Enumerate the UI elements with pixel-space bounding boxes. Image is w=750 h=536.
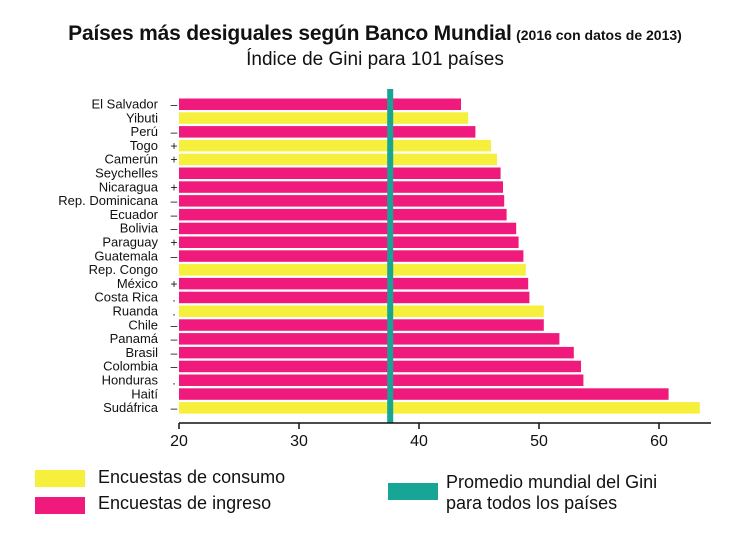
bar-marker: .: [172, 305, 175, 319]
bar-marker: –: [171, 332, 178, 346]
country-label: Brasil: [125, 345, 158, 360]
bar: [179, 388, 669, 400]
bar-marker: –: [171, 318, 178, 332]
country-label: Colombia: [103, 359, 159, 374]
chart-subtitle: Índice de Gini para 101 países: [246, 49, 504, 70]
chart-title-main: Países más desiguales según Banco Mundia…: [68, 22, 512, 45]
bar: [179, 139, 491, 152]
bar-marker: –: [171, 346, 178, 360]
bar-marker: –: [171, 249, 178, 263]
country-label: Honduras: [102, 373, 159, 388]
x-tick-label: 60: [650, 433, 668, 450]
country-label: Perú: [131, 124, 158, 139]
bar: [179, 360, 581, 373]
x-tick-label: 40: [410, 433, 428, 450]
country-label: Ecuador: [110, 207, 159, 222]
legend-label-promedio-1: Promedio mundial del Gini: [446, 472, 658, 492]
bar: [179, 346, 574, 359]
bar: [179, 374, 584, 386]
bar: [179, 167, 501, 179]
bar: [179, 264, 526, 276]
country-label: Haití: [131, 386, 158, 401]
country-label: Panamá: [110, 331, 159, 346]
country-label: Yibuti: [126, 110, 158, 125]
legend-label-consumo: Encuestas de consumo: [98, 467, 286, 487]
x-tick-label: 20: [170, 433, 188, 450]
bar: [179, 291, 530, 304]
bar: [179, 402, 700, 414]
bar: [179, 333, 560, 345]
bar: [179, 305, 544, 317]
country-label: Togo: [130, 138, 158, 153]
legend-label-promedio-2: para todos los países: [446, 493, 618, 513]
legend-label-ingreso: Encuestas de ingreso: [98, 493, 272, 513]
bar-marker: +: [170, 153, 177, 167]
country-label: Bolivia: [120, 221, 159, 236]
country-label: Ruanda: [112, 304, 158, 319]
bar-marker: –: [171, 208, 178, 222]
bar-marker: .: [172, 374, 175, 388]
bar-marker: +: [170, 277, 177, 291]
bar: [179, 208, 507, 221]
bar: [179, 319, 544, 331]
bar: [179, 98, 461, 110]
country-label: Seychelles: [95, 166, 158, 181]
chart-title-suffix: (2016 con datos de 2013): [516, 27, 682, 43]
country-label: Paraguay: [102, 235, 158, 250]
bar-marker: –: [171, 194, 178, 208]
country-label: Camerún: [105, 152, 158, 167]
chart-title: Países más desiguales según Banco Mundia…: [0, 22, 750, 46]
country-label: Nicaragua: [99, 179, 159, 194]
bar: [179, 195, 505, 207]
x-tick-label: 30: [290, 433, 308, 450]
bar: [179, 277, 529, 290]
bar: [179, 250, 524, 262]
legend-swatch-consumo: [35, 470, 85, 487]
bar-marker: –: [171, 222, 178, 236]
country-label: Rep. Dominicana: [58, 193, 158, 208]
average-line: [387, 89, 394, 423]
bar-marker: –: [171, 98, 178, 112]
bar: [179, 236, 519, 248]
bar: [179, 222, 517, 235]
bar: [179, 181, 503, 193]
country-label: Costa Rica: [94, 290, 158, 305]
country-label: Rep. Congo: [89, 262, 158, 277]
legend-swatch-promedio: [388, 483, 438, 500]
bar: [179, 126, 476, 138]
country-label: El Salvador: [92, 97, 159, 112]
bar-marker: –: [171, 360, 178, 374]
bar-marker: –: [171, 401, 178, 415]
country-label: México: [117, 276, 158, 291]
country-label: Guatemala: [94, 248, 158, 263]
bar: [179, 153, 497, 166]
bar-marker: +: [170, 139, 177, 153]
bar-marker: .: [172, 291, 175, 305]
bar-marker: +: [170, 236, 177, 250]
x-tick-label: 50: [530, 433, 548, 450]
bar-marker: +: [170, 180, 177, 194]
country-label: Chile: [128, 317, 158, 332]
legend-swatch-ingreso: [35, 497, 85, 514]
bar: [179, 112, 469, 124]
country-label: Sudáfrica: [103, 400, 159, 415]
bar-marker: –: [171, 125, 178, 139]
